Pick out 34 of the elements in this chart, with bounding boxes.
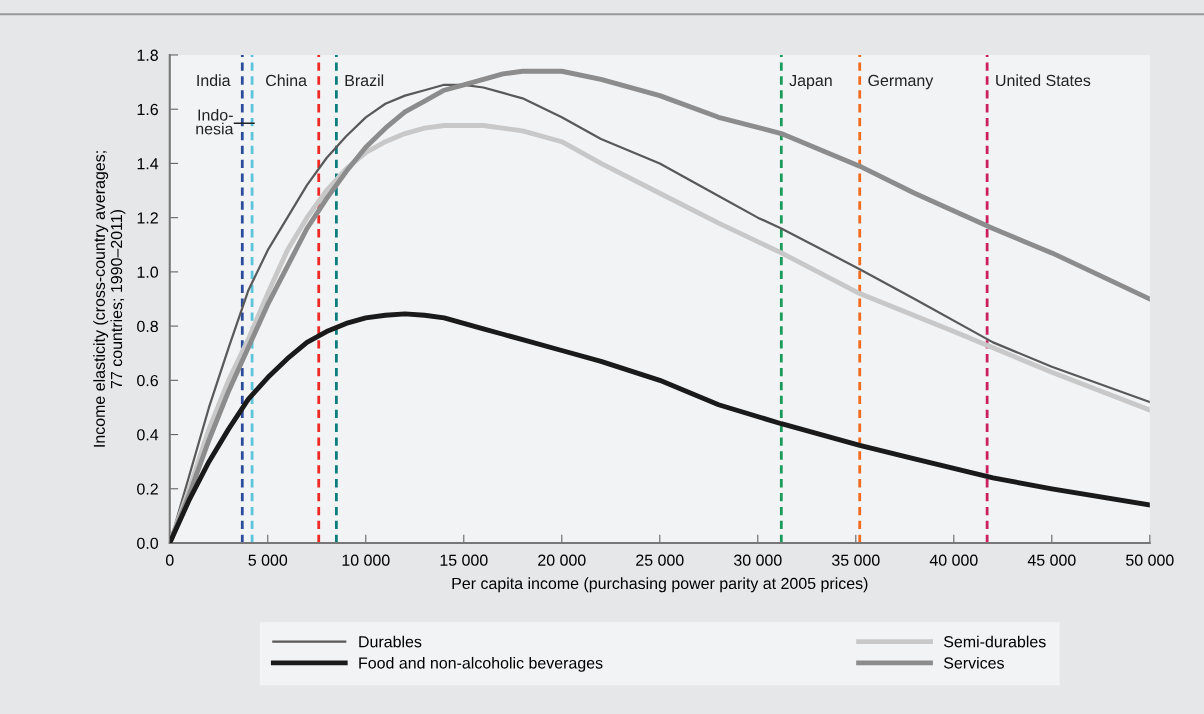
x-tick-label: 15 000 [440, 554, 488, 566]
y-tick-label: 1.4 [137, 158, 159, 170]
y-tick-label: 0.4 [137, 429, 159, 441]
ref-line-label: Brazil [345, 74, 384, 87]
ref-line-label: Japan [789, 74, 832, 90]
legend-label: Semi-durables [943, 635, 1046, 648]
y-tick-label: 0.0 [137, 537, 159, 549]
x-tick-label: 35 000 [831, 554, 880, 566]
legend-label: Durables [359, 635, 422, 648]
y-axis-title: Income elasticity (cross-country averages; 77 countries; 1990–2011) [93, 151, 126, 447]
x-tick-label: 5 000 [248, 554, 288, 566]
x-tick-label: 40 000 [929, 554, 978, 566]
y-tick-label: 0.6 [137, 374, 158, 387]
x-tick-label: 25 000 [636, 554, 684, 566]
y-tick-label: 0.8 [137, 320, 158, 333]
y-tick-label: 0.2 [137, 483, 158, 495]
x-tick-label: 20 000 [538, 554, 586, 566]
x-axis-title: Per capita income (purchasing power parity at 2005 prices) [452, 577, 868, 593]
ref-line-label: China [266, 74, 307, 87]
x-tick-label: 50 000 [1126, 554, 1174, 566]
legend-label: Services [943, 656, 1004, 669]
x-tick-label: 10 000 [342, 554, 390, 566]
ref-line-label: India [197, 74, 231, 87]
x-tick-label: 30 000 [733, 554, 782, 566]
legend-label: Food and non-alcoholic beverages [359, 656, 603, 672]
ref-line-label: Germany [868, 74, 934, 90]
x-tick-label: 45 000 [1027, 554, 1076, 566]
y-tick-label: 1.8 [137, 49, 158, 61]
ref-line-label: United States [996, 74, 1091, 87]
y-tick-label: 1.2 [137, 212, 158, 224]
ref-line-label: Indo- nesia [196, 108, 234, 135]
x-tick-label: 0 [165, 554, 174, 566]
y-tick-label: 1.0 [137, 266, 159, 278]
y-tick-label: 1.6 [137, 103, 158, 116]
